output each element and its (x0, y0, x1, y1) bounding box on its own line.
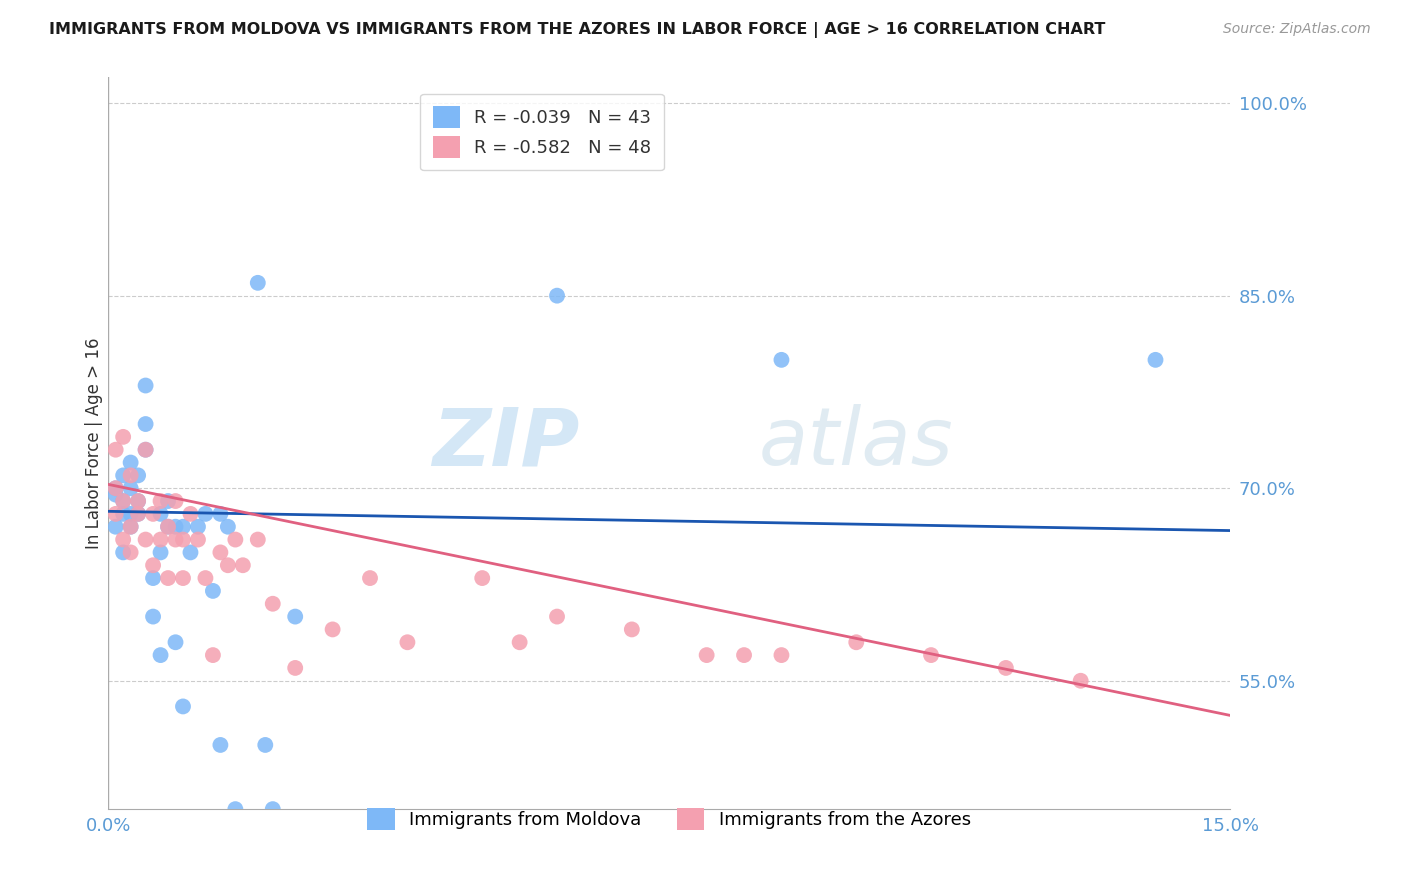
Point (172, 699, 194, 714)
Point (149, 648, 172, 662)
Point (359, 571, 381, 585)
Point (179, 507, 201, 521)
Point (209, 738, 232, 752)
Point (127, 507, 149, 521)
Point (104, 442, 127, 457)
Point (135, 378, 157, 392)
Point (104, 520, 127, 534)
Point (157, 520, 180, 534)
Point (224, 802, 246, 816)
Point (135, 417, 157, 431)
Point (322, 623, 344, 637)
Point (142, 558, 165, 573)
Point (546, 609, 568, 624)
Point (920, 648, 942, 662)
Point (112, 533, 135, 547)
Point (1070, 673, 1092, 688)
Point (284, 609, 307, 624)
Point (135, 442, 157, 457)
Point (172, 571, 194, 585)
Point (120, 520, 142, 534)
Point (546, 288, 568, 302)
Point (246, 276, 269, 290)
Point (1144, 352, 1167, 367)
Point (187, 520, 209, 534)
Point (262, 597, 284, 611)
Point (172, 533, 194, 547)
Point (104, 507, 127, 521)
Point (104, 481, 127, 495)
Point (187, 533, 209, 547)
Point (845, 635, 868, 649)
Text: IMMIGRANTS FROM MOLDOVA VS IMMIGRANTS FROM THE AZORES IN LABOR FORCE | AGE > 16 : IMMIGRANTS FROM MOLDOVA VS IMMIGRANTS FR… (49, 22, 1105, 38)
Point (112, 507, 135, 521)
Point (201, 648, 224, 662)
Point (127, 468, 149, 483)
Point (509, 635, 531, 649)
Point (620, 623, 643, 637)
Point (770, 648, 793, 662)
Point (254, 738, 277, 752)
Point (194, 571, 217, 585)
Point (209, 507, 232, 521)
Point (262, 802, 284, 816)
Point (217, 520, 239, 534)
Text: ZIP: ZIP (432, 404, 579, 483)
Point (120, 468, 142, 483)
Point (165, 635, 187, 649)
Point (224, 533, 246, 547)
Point (120, 481, 142, 495)
Point (149, 533, 172, 547)
Point (135, 533, 157, 547)
Text: Source: ZipAtlas.com: Source: ZipAtlas.com (1223, 22, 1371, 37)
Point (120, 520, 142, 534)
Point (135, 442, 157, 457)
Point (127, 507, 149, 521)
Point (284, 661, 307, 675)
Point (127, 494, 149, 508)
Legend: Immigrants from Moldova, Immigrants from the Azores: Immigrants from Moldova, Immigrants from… (353, 793, 986, 844)
Point (232, 558, 254, 573)
Point (149, 494, 172, 508)
Text: atlas: atlas (759, 404, 953, 483)
Point (157, 494, 180, 508)
Point (120, 456, 142, 470)
Point (165, 533, 187, 547)
Point (142, 609, 165, 624)
Point (696, 648, 718, 662)
Point (172, 520, 194, 534)
Point (471, 571, 494, 585)
Point (201, 583, 224, 598)
Point (770, 352, 793, 367)
Point (157, 520, 180, 534)
Point (104, 481, 127, 495)
Point (165, 520, 187, 534)
Point (994, 661, 1017, 675)
Point (104, 488, 127, 502)
Point (127, 494, 149, 508)
Point (246, 533, 269, 547)
Point (120, 545, 142, 559)
Point (149, 507, 172, 521)
Point (112, 468, 135, 483)
Point (733, 648, 755, 662)
Point (120, 507, 142, 521)
Point (142, 507, 165, 521)
Point (112, 545, 135, 559)
Y-axis label: In Labor Force | Age > 16: In Labor Force | Age > 16 (86, 337, 103, 549)
Point (112, 494, 135, 508)
Point (149, 545, 172, 559)
Point (396, 635, 419, 649)
Point (112, 430, 135, 444)
Point (112, 494, 135, 508)
Point (157, 571, 180, 585)
Point (209, 545, 232, 559)
Point (142, 571, 165, 585)
Point (194, 507, 217, 521)
Point (179, 545, 201, 559)
Point (165, 494, 187, 508)
Point (217, 558, 239, 573)
